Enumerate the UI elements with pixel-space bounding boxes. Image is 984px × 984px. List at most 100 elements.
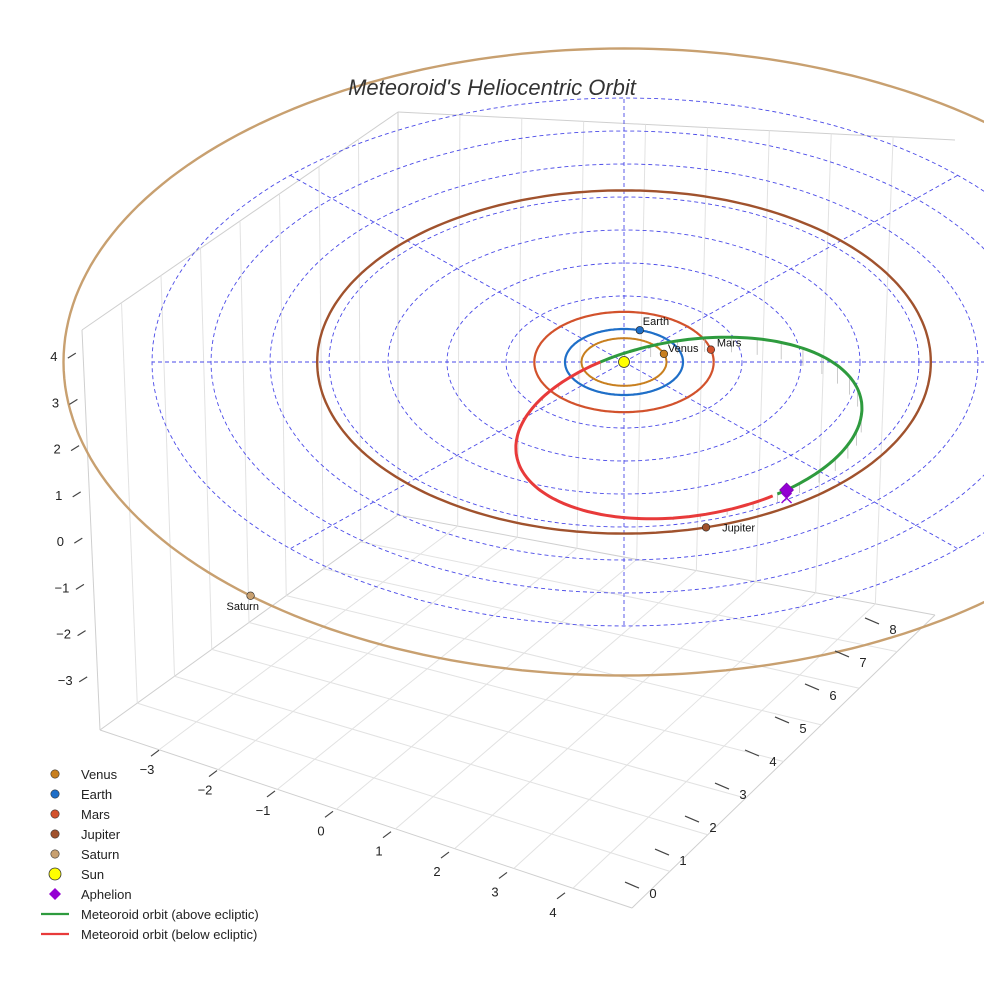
y-axis-tick-label: 3 [739,787,746,802]
label-jupiter: Jupiter [722,522,755,534]
z-axis-tick [78,676,88,683]
legend-swatch [50,829,60,839]
y-axis-tick-label: 6 [829,688,836,703]
x-axis-tick-label: −3 [140,762,155,777]
aphelion-marker [779,482,794,498]
axis-edge [99,729,633,909]
z-axis-tick-label: −3 [58,673,73,688]
grid-line [239,220,250,623]
axis-ticks: −3 −2 −1 0 1 2 3 4 −3 −2 −1 0 1 2 3 4 0 1 2 3 4 5 6 7 8 [50,349,896,920]
y-axis-tick [654,848,670,856]
y-axis-tick-label: 1 [679,853,686,868]
grid-line [358,139,362,542]
y-axis-tick [684,815,700,823]
meteoroid-orbit [514,335,864,521]
z-axis-tick-label: −2 [56,627,71,642]
y-axis-tick-label: 5 [799,721,806,736]
ecliptic-radial [623,361,958,550]
x-axis-tick-label: 1 [375,844,382,859]
z-axis-tick-label: 4 [50,349,57,364]
legend-swatch [49,888,61,900]
orbit-jupiter [315,189,932,535]
grid-line [286,595,822,726]
ecliptic-radial [290,361,625,550]
z-axis-tick-label: 2 [53,442,60,457]
axis-box [81,111,956,909]
z-axis-tick [67,352,77,359]
x-axis-tick-label: 0 [317,823,324,838]
axis-edge [81,329,101,731]
grid-line [516,118,523,538]
label-earth: Earth [643,316,669,328]
z-axis-tick-label: −1 [55,580,70,595]
orbit-earth [563,327,685,397]
aphelion-projection-marker [781,492,793,504]
y-axis-tick [834,650,850,658]
legend-swatch [50,769,60,779]
ecliptic-grid [151,97,984,627]
orbit-mars [533,310,715,414]
label-mars: Mars [717,338,742,350]
planet-markers: Venus Earth Mars Jupiter Saturn [227,316,794,613]
axis-edge [397,111,956,141]
label-venus: Venus [668,343,699,355]
axis-edge [397,514,936,616]
x-axis-tick-label: 2 [433,864,440,879]
grid-line [160,275,175,677]
grid-line [576,121,585,549]
planet-orbits [62,47,984,677]
legend: Venus Earth Mars Jupiter Saturn Sun Aphelion Me… [41,767,259,942]
grid-line [211,648,746,799]
grid-line [360,541,898,653]
grid-line [248,622,784,762]
z-axis-tick-label: 0 [57,534,64,549]
y-axis-tick-label: 2 [709,820,716,835]
legend-label: Sun [81,867,104,882]
ecliptic-ring [505,295,743,429]
legend-label: Earth [81,787,112,802]
label-saturn: Saturn [227,601,259,613]
y-axis-tick [714,782,730,790]
grid-line [174,675,708,836]
ecliptic-radial [290,174,625,363]
grid-line [323,568,860,689]
y-axis-tick-label: 7 [859,655,866,670]
y-axis-tick-label: 0 [649,886,656,901]
z-axis-tick [75,583,85,590]
marker-mars [706,345,715,354]
z-axis-tick-label: 3 [52,395,59,410]
y-axis-tick-label: 8 [889,622,896,637]
legend-label: Meteoroid orbit (below ecliptic) [81,927,257,942]
x-axis-tick [498,871,508,879]
grid-line [200,248,213,650]
legend-label: Venus [81,767,118,782]
sun-marker [618,356,630,368]
y-axis-tick [624,881,640,889]
x-axis-tick-label: −2 [198,783,213,798]
legend-label: Mars [81,807,110,822]
legend-label: Meteoroid orbit (above ecliptic) [81,907,259,922]
marker-venus [659,349,669,358]
z-axis-tick [77,630,86,637]
marker-earth [635,326,644,335]
grid-line [137,702,671,872]
y-axis-tick-label: 4 [769,754,776,769]
grid-line [695,127,708,571]
marker-saturn [246,591,255,600]
legend-label: Aphelion [81,887,132,902]
x-axis-tick [266,790,276,798]
z-axis-tick-label: 1 [55,488,62,503]
x-axis-tick-label: −1 [256,803,271,818]
orbit-saturn [62,47,984,677]
y-axis-tick [864,617,880,625]
legend-swatch [48,867,62,881]
x-axis-tick [324,810,334,818]
y-axis-tick [744,749,760,757]
legend-label: Jupiter [81,827,121,842]
x-axis-tick [150,749,160,757]
grid-line [279,193,287,596]
z-axis-tick [69,398,78,405]
legend-swatch [50,849,60,859]
x-axis-tick-label: 3 [491,884,498,899]
